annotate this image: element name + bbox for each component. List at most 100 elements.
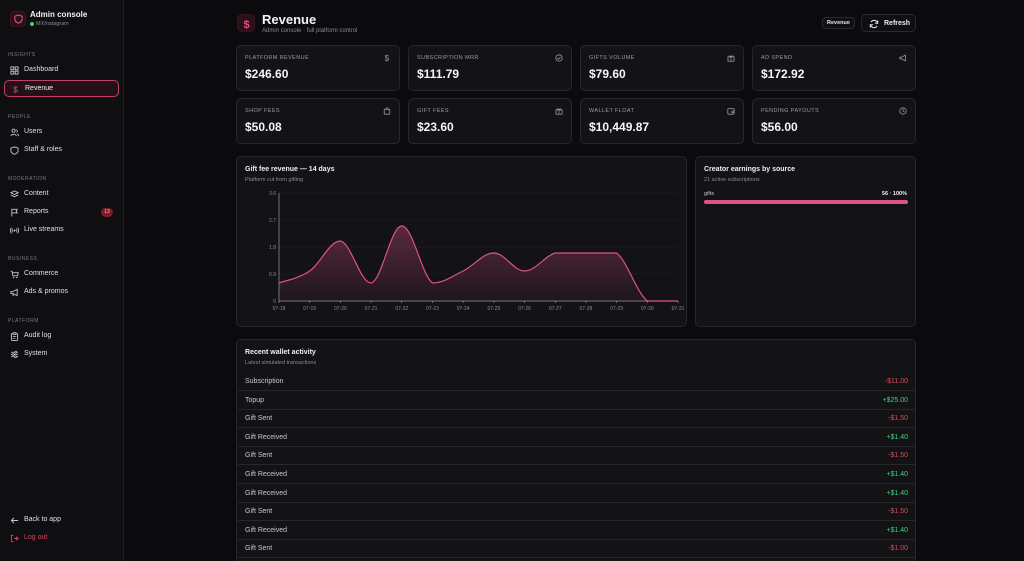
transaction-type: Gift Sent — [245, 415, 273, 423]
sidebar-item-revenue[interactable]: $ Revenue — [4, 80, 119, 97]
stat-pending-payouts: PENDING PAYOUTS $56.00 — [752, 98, 916, 144]
transaction-amount: +$1.40 — [886, 489, 908, 497]
stat-value: $111.79 — [417, 67, 460, 81]
sidebar-item-users[interactable]: Users — [4, 124, 119, 141]
sidebar-item-label: Users — [24, 128, 43, 135]
wallet-transaction-row: Gift Received +$1.40 — [238, 485, 915, 503]
sidebar-item-label: System — [24, 350, 48, 357]
stat-shop-fees: SHOP FEES $50.08 — [236, 98, 400, 144]
sidebar-item-label: Ads & promos — [24, 288, 68, 295]
gift-fee-area-chart: 0 0.9 1.8 2.7 3.6 07-18 07-19 07-20 07-21 07-22 07… — [269, 191, 685, 312]
sidebar-item-live-streams[interactable]: Live streams — [4, 222, 119, 239]
x-tick-label: 07-19 — [303, 306, 316, 312]
transaction-type: Subscription — [245, 378, 284, 385]
brand[interactable]: Admin console MXInstagram — [8, 8, 118, 32]
shield-icon — [10, 146, 19, 155]
sidebar-item-system[interactable]: System — [4, 346, 119, 363]
stat-value: $246.60 — [245, 67, 289, 81]
chart-subtitle: Platform cut from gifting — [245, 177, 304, 183]
svg-text:$: $ — [13, 86, 18, 94]
chart-title: Gift fee revenue — 14 days — [245, 166, 335, 173]
back-to-app-label: Back to app — [24, 516, 61, 523]
sliders-icon — [10, 350, 19, 359]
sidebar-item-label: Dashboard — [24, 66, 59, 73]
creator-earnings-card: Creator earnings by source 21 active sub… — [695, 156, 916, 327]
users-icon — [10, 128, 19, 137]
series-line — [278, 225, 678, 302]
check-circle-icon — [555, 54, 563, 62]
online-status-dot — [30, 22, 34, 26]
megaphone-icon — [899, 54, 906, 62]
transaction-amount: +$1.40 — [886, 433, 908, 441]
transaction-type: Gift Sent — [245, 508, 273, 516]
wallet-subtitle: Latest simulated transactions — [245, 360, 317, 366]
revenue-pill: Revenue — [822, 17, 855, 29]
logout-icon — [10, 534, 19, 543]
bag-icon — [383, 107, 391, 115]
earnings-subtitle: 21 active subscriptions — [704, 177, 760, 183]
wallet-transaction-row: Gift Sent -$1.50 — [238, 503, 915, 522]
gift-fee-chart-card: Gift fee revenue — 14 days Platform cut … — [236, 156, 687, 327]
stat-value: $10,449.87 — [589, 120, 650, 134]
x-tick-label: 07-20 — [334, 306, 347, 312]
transaction-amount: +$25.00 — [882, 396, 909, 404]
logout-label: Log out — [24, 534, 48, 541]
stat-label: GIFT FEES — [417, 108, 449, 114]
stat-label: PLATFORM REVENUE — [245, 55, 310, 61]
section-platform: PLATFORM — [8, 318, 39, 324]
sidebar-item-audit-log[interactable]: Audit log — [4, 328, 119, 345]
transaction-type: Topup — [245, 396, 265, 404]
layers-icon — [10, 190, 19, 198]
transaction-amount: -$1.50 — [888, 415, 908, 423]
x-tick-label: 07-22 — [395, 306, 408, 312]
y-tick-label: 2.7 — [269, 218, 276, 224]
transaction-amount: +$1.40 — [886, 471, 908, 478]
earnings-progress-bar — [704, 200, 908, 204]
sidebar-item-ads-promos[interactable]: Ads & promos — [4, 284, 119, 301]
transaction-type: Gift Received — [245, 489, 288, 497]
earnings-source-label: gifts — [704, 191, 715, 197]
sidebar-item-reports[interactable]: Reports 13 — [4, 204, 119, 221]
sidebar-item-commerce[interactable]: Commerce — [4, 266, 119, 283]
x-tick-label: 07-27 — [549, 306, 562, 312]
refresh-label: Refresh — [884, 20, 911, 27]
section-people: PEOPLE — [8, 114, 32, 120]
svg-text:$: $ — [385, 54, 390, 62]
stat-subscription-mrr: SUBSCRIPTION MRR $111.79 — [408, 45, 572, 91]
y-tick-label: 3.6 — [269, 191, 276, 197]
back-to-app-link[interactable]: Back to app — [4, 512, 119, 529]
transaction-type: Gift Received — [245, 526, 288, 534]
x-tick-label: 07-23 — [426, 306, 439, 312]
logout-button[interactable]: Log out — [4, 530, 119, 547]
x-tick-label: 07-21 — [365, 306, 378, 312]
wallet-icon — [727, 108, 735, 115]
x-tick-label: 07-24 — [457, 306, 470, 312]
grid-icon — [10, 66, 19, 75]
sidebar-item-label: Live streams — [24, 226, 64, 233]
flag-icon — [11, 208, 18, 217]
stat-label: PENDING PAYOUTS — [761, 108, 820, 114]
sidebar-item-label: Revenue — [25, 85, 54, 92]
wallet-transaction-row: Gift Sent -$1.00 — [238, 540, 915, 559]
brand-subtitle: MXInstagram — [36, 21, 69, 27]
sidebar-item-staff-roles[interactable]: Staff & roles — [4, 142, 119, 159]
earnings-source-value: 56 · 100% — [881, 191, 907, 197]
sidebar: Admin console MXInstagram INSIGHTS Dashb… — [0, 0, 124, 561]
sidebar-item-dashboard[interactable]: Dashboard — [4, 62, 119, 79]
transaction-amount: -$11.00 — [884, 378, 908, 385]
section-business: BUSINESS — [8, 256, 38, 262]
stat-label: SUBSCRIPTION MRR — [417, 55, 479, 61]
stat-gifts-volume: GIFTS VOLUME $79.60 — [580, 45, 744, 91]
sidebar-item-content[interactable]: Content — [4, 186, 119, 203]
section-moderation: MODERATION — [8, 176, 47, 182]
refresh-button[interactable]: Refresh — [861, 14, 916, 32]
wallet-transaction-row: Gift Received +$1.40 — [238, 466, 915, 484]
stat-value: $172.92 — [761, 67, 805, 81]
gift-icon — [555, 108, 563, 115]
transaction-type: Gift Received — [245, 471, 288, 478]
earnings-progress-fill — [704, 200, 908, 204]
clock-icon — [899, 107, 907, 115]
transaction-amount: -$1.00 — [888, 545, 908, 553]
cart-icon — [10, 270, 19, 279]
